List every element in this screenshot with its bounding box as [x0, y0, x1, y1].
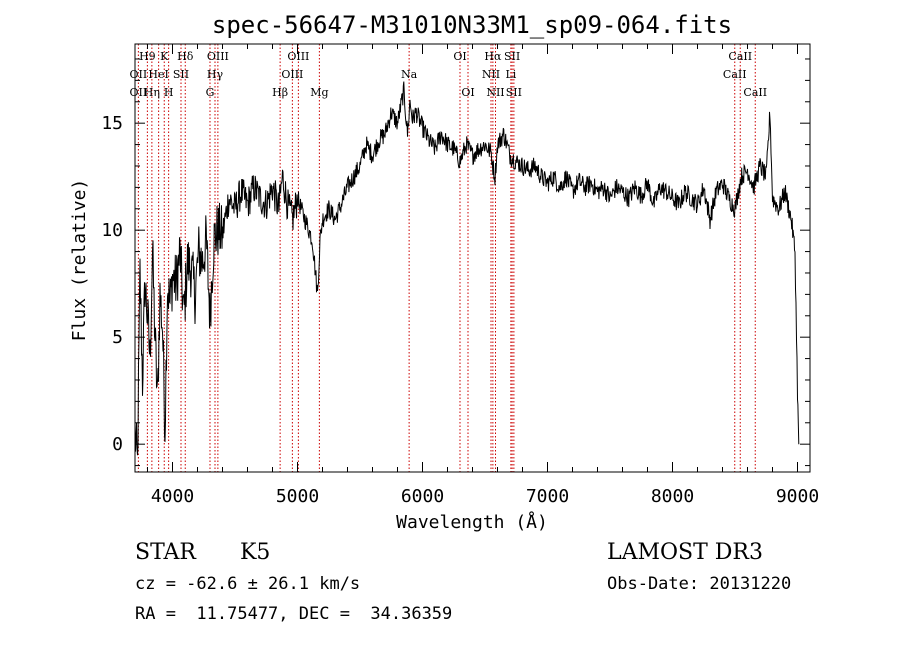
line-label-8: CaII: [728, 50, 752, 63]
redshift-value: cz = -62.6 ± 26.1 km/s: [135, 574, 361, 594]
line-label-6: Hα: [484, 50, 502, 63]
line-label-16: Li: [505, 68, 516, 81]
obs-date: Obs-Date: 20131220: [607, 574, 792, 594]
line-label-24: OI: [461, 86, 474, 99]
line-label-21: G: [206, 86, 215, 99]
line-label-26: SII: [506, 86, 522, 99]
line-label-7: SII: [504, 50, 520, 63]
chart-title: spec-56647-M31010N33M1_sp09-064.fits: [212, 11, 732, 39]
spectrum-series-line: [135, 81, 800, 456]
x-tick-label-5: 9000: [776, 486, 819, 507]
survey-name: LAMOST DR3: [607, 540, 763, 565]
line-label-15: NII: [482, 68, 500, 81]
x-tick-label-2: 6000: [401, 486, 444, 507]
plot-frame: [134, 43, 811, 473]
line-label-23: Mg: [310, 86, 328, 99]
line-label-20: H: [164, 86, 174, 99]
line-label-22: Hβ: [272, 86, 288, 99]
line-label-4: OIII: [287, 50, 309, 63]
y-tick-label-3: 15: [101, 113, 123, 134]
line-label-9: OII: [130, 68, 148, 81]
x-axis-label: Wavelength (Å): [396, 511, 548, 533]
y-tick-label-2: 10: [101, 220, 123, 241]
axes: 4000 5000 6000 7000 8000 9000 0 5 10 15: [101, 43, 819, 507]
spectral-line-markers: [137, 44, 756, 472]
y-tick-label-0: 0: [112, 434, 123, 455]
x-tick-label-0: 4000: [151, 486, 194, 507]
y-tick-label-1: 5: [112, 327, 123, 348]
line-label-19: Hη: [144, 86, 160, 99]
object-subclass: K5: [240, 540, 271, 565]
line-label-17: CaII: [723, 68, 747, 81]
line-label-27: CaII: [743, 86, 767, 99]
coordinates: RA = 11.75477, DEC = 34.36359: [135, 604, 453, 624]
line-label-14: Na: [401, 68, 418, 81]
x-tick-label-1: 5000: [276, 486, 319, 507]
line-label-25: NII: [486, 86, 504, 99]
y-axis-label: Flux (relative): [69, 179, 90, 342]
line-label-13: OIII: [281, 68, 303, 81]
line-label-18: OII: [130, 86, 148, 99]
line-label-5: OI: [453, 50, 466, 63]
line-label-2: Hδ: [177, 50, 194, 63]
line-label-11: SII: [173, 68, 189, 81]
x-tick-label-4: 8000: [651, 486, 694, 507]
object-class: STAR: [135, 540, 196, 565]
line-label-1: K: [160, 50, 169, 63]
line-label-3: OIII: [207, 50, 229, 63]
line-label-10: HeI: [148, 68, 168, 81]
line-label-12: Hγ: [207, 68, 224, 81]
x-tick-label-3: 7000: [526, 486, 569, 507]
line-label-0: H9: [139, 50, 156, 63]
